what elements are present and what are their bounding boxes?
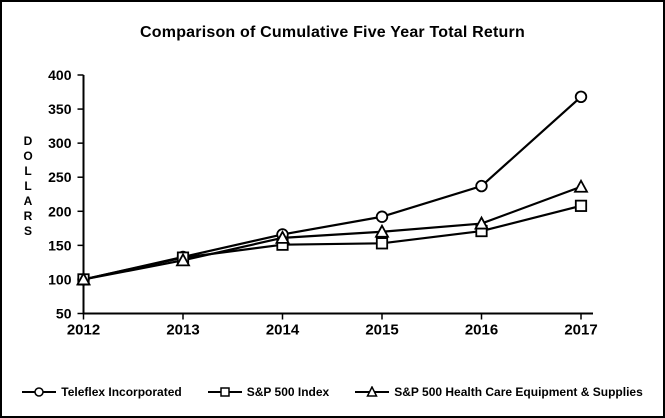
y-tick-label: 250 xyxy=(48,169,72,185)
data-point-marker xyxy=(574,90,588,104)
line-square-marker-icon xyxy=(207,387,242,397)
y-tick-label: 200 xyxy=(48,203,72,219)
legend: Teleflex Incorporated S&P 500 Index S&P … xyxy=(2,385,663,399)
series-line-1 xyxy=(83,204,582,281)
y-axis-title-letter: S xyxy=(23,224,32,238)
series-line-0 xyxy=(83,95,582,281)
legend-label: S&P 500 Index xyxy=(246,385,330,399)
y-tick-label: 100 xyxy=(48,271,72,287)
y-tick-label: 50 xyxy=(56,306,72,322)
y-axis-title-letter: L xyxy=(24,179,32,193)
legend-label: S&P 500 Health Care Equipment & Supplies xyxy=(394,385,643,399)
y-tick-label: 350 xyxy=(48,101,72,117)
data-point-marker xyxy=(75,271,92,286)
data-point-marker xyxy=(473,215,490,230)
data-point-marker xyxy=(573,178,589,193)
x-tick-label: 2014 xyxy=(266,322,300,339)
y-axis-title-letter: L xyxy=(24,164,32,178)
y-tick-label: 300 xyxy=(48,135,72,151)
legend-label: Teleflex Incorporated xyxy=(61,385,182,399)
data-point-marker xyxy=(375,237,389,250)
line-triangle-marker-icon xyxy=(355,386,390,397)
legend-item-sp500-healthcare: S&P 500 Health Care Equipment & Supplies xyxy=(355,385,643,399)
x-tick-label: 2012 xyxy=(67,322,100,339)
data-point-marker xyxy=(274,229,291,244)
series-line-2 xyxy=(83,185,582,281)
y-tick-label: 150 xyxy=(48,237,72,253)
chart-title: Comparison of Cumulative Five Year Total… xyxy=(140,24,525,41)
x-tick-label: 2017 xyxy=(564,322,597,339)
data-point-marker xyxy=(374,223,390,238)
y-axis-title-letter: O xyxy=(23,149,33,163)
legend-item-sp500: S&P 500 Index xyxy=(207,385,330,399)
x-tick-label: 2015 xyxy=(365,322,398,339)
y-axis-title-letter: D xyxy=(23,134,33,148)
line-circle-marker-icon xyxy=(22,387,57,397)
x-tick-label: 2016 xyxy=(465,322,498,339)
x-tick-label: 2013 xyxy=(166,322,199,339)
legend-item-teleflex: Teleflex Incorporated xyxy=(22,385,182,399)
y-axis-title-letter: A xyxy=(23,194,33,208)
data-point-marker xyxy=(175,252,191,267)
data-point-marker xyxy=(574,199,588,212)
data-point-marker xyxy=(375,210,389,223)
y-axis-title-letter: R xyxy=(23,209,33,223)
data-point-marker xyxy=(475,179,488,193)
y-tick-label: 400 xyxy=(48,67,72,83)
